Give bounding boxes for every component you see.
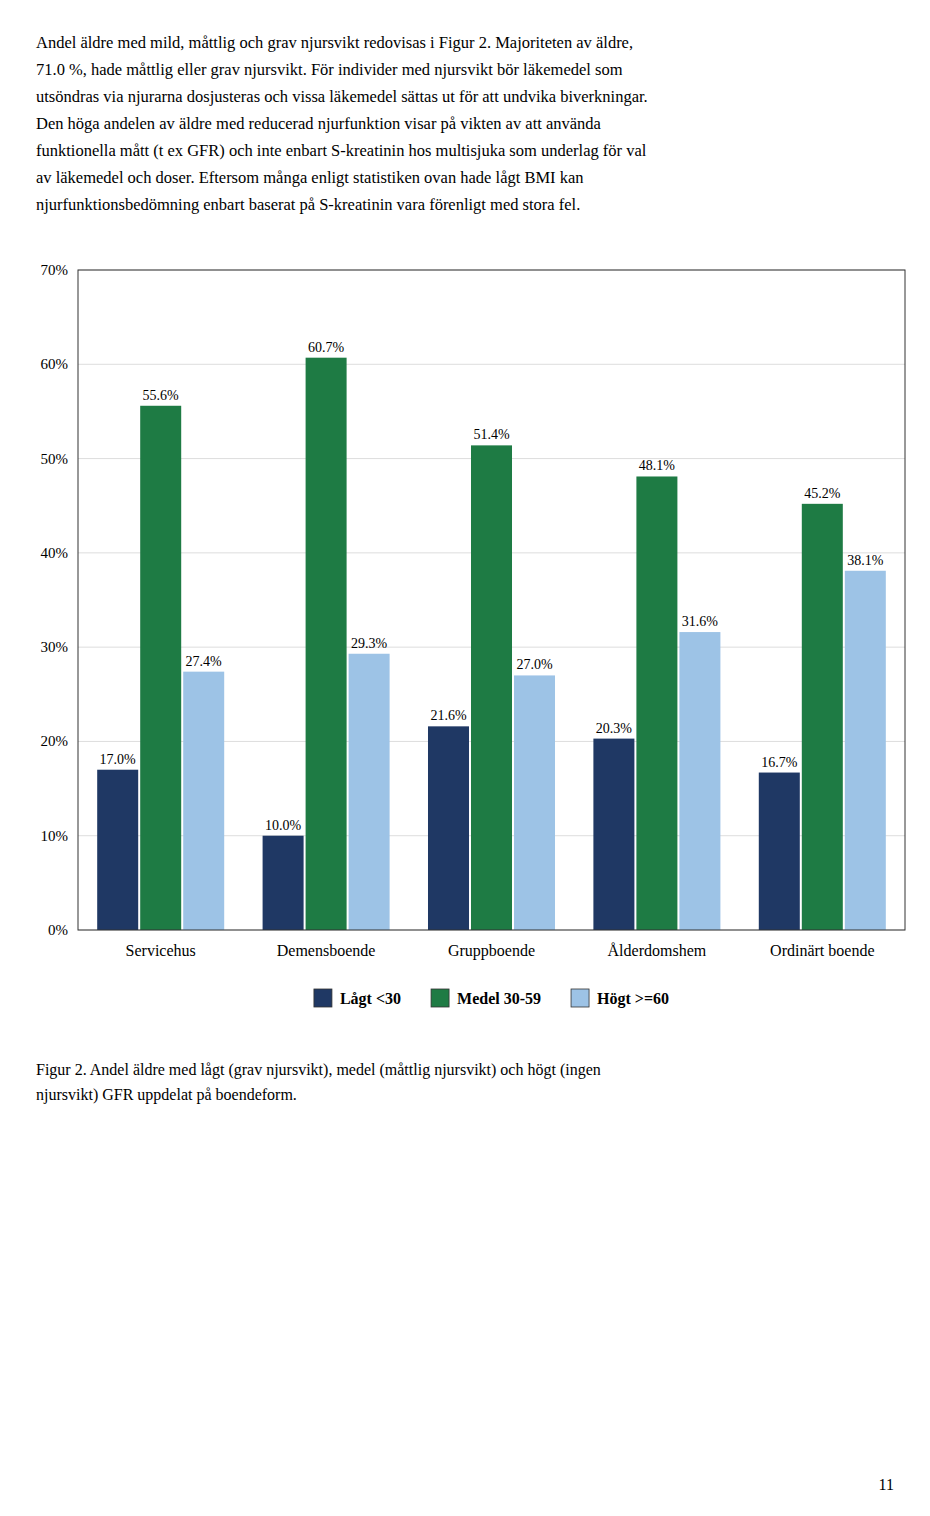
page: Andel äldre med mild, måttlig och grav n… <box>0 0 930 1516</box>
data-label: 20.3% <box>596 721 633 736</box>
data-label: 45.2% <box>804 486 841 501</box>
x-tick-label: Servicehus <box>126 942 196 959</box>
bar <box>593 739 634 930</box>
data-label: 38.1% <box>847 553 884 568</box>
y-tick-label: 50% <box>41 451 69 467</box>
paragraph-line: Andel äldre med mild, måttlig och grav n… <box>36 33 633 52</box>
paragraph-line: njurfunktionsbedömning enbart baserat på… <box>36 195 580 214</box>
y-tick-label: 60% <box>41 356 69 372</box>
bar <box>845 571 886 930</box>
x-tick-label: Gruppboende <box>448 942 535 960</box>
bar <box>514 675 555 930</box>
grid <box>78 270 905 930</box>
paragraph-line: 71.0 %, hade måttlig eller grav njursvik… <box>36 60 623 79</box>
legend-label: Högt >=60 <box>597 990 669 1008</box>
grid-line <box>78 364 905 365</box>
legend-swatch <box>431 989 449 1007</box>
data-label: 27.4% <box>186 654 223 669</box>
x-tick-label: Ålderdomshem <box>608 942 707 959</box>
data-label: 21.6% <box>430 708 467 723</box>
legend-label: Lågt <30 <box>340 990 401 1008</box>
caption: Figur 2. Andel äldre med lågt (grav njur… <box>36 1061 601 1104</box>
bar <box>471 445 512 930</box>
plot-frame <box>78 270 905 930</box>
data-label: 29.3% <box>351 636 388 651</box>
paragraph-line: av läkemedel och doser. Eftersom många e… <box>36 168 584 187</box>
data-label: 60.7% <box>308 340 345 355</box>
bars <box>97 358 886 930</box>
paragraph-line: Den höga andelen av äldre med reducerad … <box>36 114 602 133</box>
bar <box>263 836 304 930</box>
x-tick-label: Ordinärt boende <box>770 942 874 959</box>
legend-swatch <box>571 989 589 1007</box>
y-tick-label: 10% <box>41 828 69 844</box>
data-label: 51.4% <box>473 427 510 442</box>
paragraph-line: utsöndras via njurarna dosjusteras och v… <box>36 87 648 106</box>
bar <box>428 726 469 930</box>
y-tick-label: 70% <box>41 262 69 278</box>
caption-line: njursvikt) GFR uppdelat på boendeform. <box>36 1086 297 1104</box>
caption-line: Figur 2. Andel äldre med lågt (grav njur… <box>36 1061 601 1079</box>
bar <box>183 672 224 930</box>
bar <box>349 654 390 930</box>
paragraph-line: funktionella mått (t ex GFR) och inte en… <box>36 141 647 160</box>
y-tick-label: 20% <box>41 733 69 749</box>
data-label: 31.6% <box>682 614 719 629</box>
data-label: 27.0% <box>516 657 553 672</box>
chart: 0% 10% 20% 30% 40% 50% 60% 70% 17.0% 10.0% 21.6% 20… <box>41 262 906 1008</box>
data-label: 17.0% <box>100 752 137 767</box>
bar <box>636 476 677 930</box>
legend: Lågt <30 Medel 30-59 Högt >=60 <box>314 989 669 1008</box>
bar <box>97 770 138 930</box>
data-label: 55.6% <box>143 388 180 403</box>
data-label: 48.1% <box>639 458 676 473</box>
data-labels: 17.0% 10.0% 21.6% 20.3% 16.7% 55.6% 60.7% 51.4%… <box>100 340 884 833</box>
x-tick-label: Demensboende <box>277 942 376 959</box>
bar <box>140 406 181 930</box>
bar <box>306 358 347 930</box>
bar <box>759 773 800 930</box>
legend-label: Medel 30-59 <box>457 990 541 1007</box>
page-number: 11 <box>879 1476 894 1493</box>
legend-swatch <box>314 989 332 1007</box>
y-tick-label: 30% <box>41 639 69 655</box>
data-label: 10.0% <box>265 818 302 833</box>
data-label: 16.7% <box>761 755 798 770</box>
bar <box>679 632 720 930</box>
y-tick-label: 0% <box>48 922 68 938</box>
bar <box>802 504 843 930</box>
y-tick-label: 40% <box>41 545 69 561</box>
